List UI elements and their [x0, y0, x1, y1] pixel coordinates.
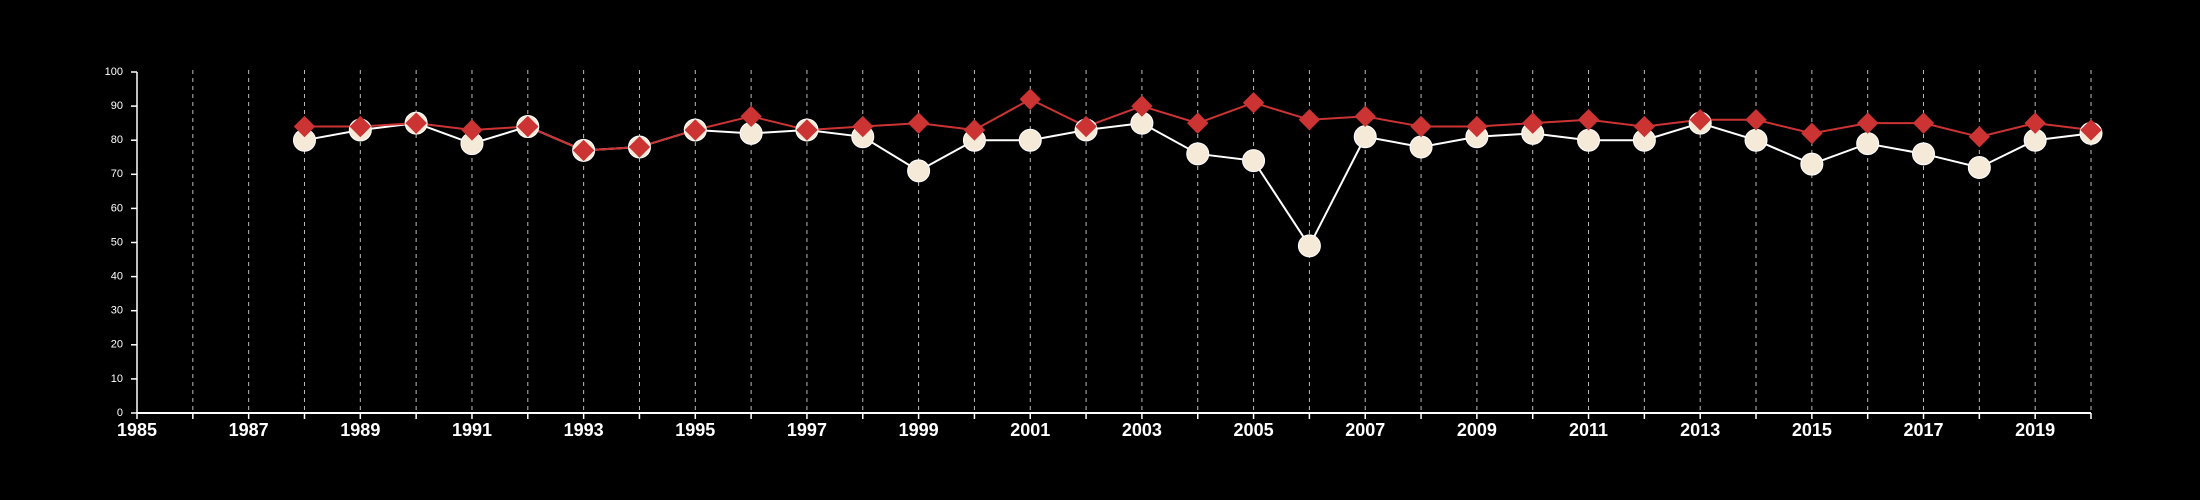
x-tick-label: 1997	[787, 420, 827, 440]
series-2-point	[963, 119, 986, 141]
x-tick-label: 2001	[1010, 420, 1050, 440]
series-2-point	[517, 115, 539, 138]
series-1-point	[1577, 128, 1601, 152]
x-tick-label: 2005	[1234, 420, 1274, 440]
y-tick-label: 60	[111, 202, 123, 214]
series-2-point	[1075, 115, 1097, 138]
series-2-point	[2080, 119, 2102, 141]
y-tick-label: 30	[111, 305, 123, 317]
x-tick-label: 2011	[1569, 420, 1608, 440]
y-tick-label: 10	[111, 373, 123, 385]
series-2-point	[1577, 109, 1600, 131]
series-1-point	[1856, 132, 1880, 156]
series-2-point	[852, 115, 874, 138]
series-1-point	[1297, 234, 1321, 258]
y-tick-label: 80	[111, 134, 123, 146]
series-1-point	[1186, 142, 1210, 166]
series-2-point	[572, 139, 595, 162]
series-1-point	[1800, 152, 1824, 176]
series-1-point	[1409, 135, 1433, 159]
series-2-point	[1745, 109, 1767, 131]
y-tick-label: 20	[111, 339, 123, 351]
axis-layer: 0 10 20 30 40 50 60 70 80 90 100 1985 1987 1989 1991 19…	[105, 66, 2092, 440]
y-tick-label: 70	[111, 168, 123, 180]
y-tick-label: 90	[111, 100, 123, 112]
series-2-point	[1633, 115, 1656, 138]
series-2-point	[1131, 95, 1153, 117]
y-tick-label: 0	[117, 407, 123, 419]
series-2-point	[349, 115, 372, 138]
y-tick-label: 40	[111, 271, 123, 283]
series-1-point	[1912, 142, 1936, 166]
series-1-point	[1744, 128, 1768, 152]
series-2-point	[1522, 112, 1544, 134]
x-tick-label: 1995	[675, 420, 715, 440]
x-tick-label: 1985	[117, 420, 157, 440]
series-2-point	[1856, 112, 1879, 134]
series-2-point	[740, 105, 762, 128]
x-tick-label: 2009	[1457, 420, 1497, 440]
series-2-point	[1466, 115, 1488, 138]
series-2-point	[2024, 112, 2046, 134]
series-2-point	[1410, 115, 1432, 138]
series-2-point	[1298, 109, 1321, 131]
series-2-point	[796, 119, 818, 141]
x-tick-label: 2003	[1122, 420, 1162, 440]
x-tick-label: 2013	[1680, 420, 1720, 440]
series-layer	[292, 88, 2103, 258]
series-1-point	[1967, 155, 1991, 179]
series-2-point	[1912, 112, 1935, 134]
series-1-point	[1353, 125, 1377, 149]
series-2-point	[628, 136, 651, 158]
series-2-point	[405, 112, 427, 134]
y-tick-label: 100	[105, 66, 123, 78]
x-tick-label: 2019	[2015, 420, 2055, 440]
series-2-point	[1801, 122, 1823, 145]
x-tick-label: 2007	[1345, 420, 1385, 440]
series-1-point	[1242, 149, 1266, 173]
x-tick-label: 1987	[229, 420, 269, 440]
x-tick-label: 1999	[899, 420, 939, 440]
x-tick-label: 2017	[1903, 420, 1943, 440]
x-tick-label: 2015	[1792, 420, 1832, 440]
series-2-point	[461, 119, 483, 141]
x-tick-label: 1989	[340, 420, 380, 440]
series-2-point	[684, 119, 706, 141]
series-2-point	[293, 115, 316, 138]
series-1-point	[907, 159, 931, 183]
series-2-point	[1242, 91, 1265, 114]
x-tick-label: 1993	[564, 420, 604, 440]
series-2-point	[1019, 88, 1041, 110]
series-1-point	[1018, 128, 1042, 152]
series-2-point	[1689, 109, 1711, 131]
x-tick-label: 1991	[452, 420, 492, 440]
series-2-point	[907, 112, 930, 134]
series-2-point	[1187, 112, 1209, 134]
series-2-point	[1354, 105, 1376, 128]
y-tick-label: 50	[111, 236, 123, 248]
series-2-point	[1968, 126, 1991, 148]
